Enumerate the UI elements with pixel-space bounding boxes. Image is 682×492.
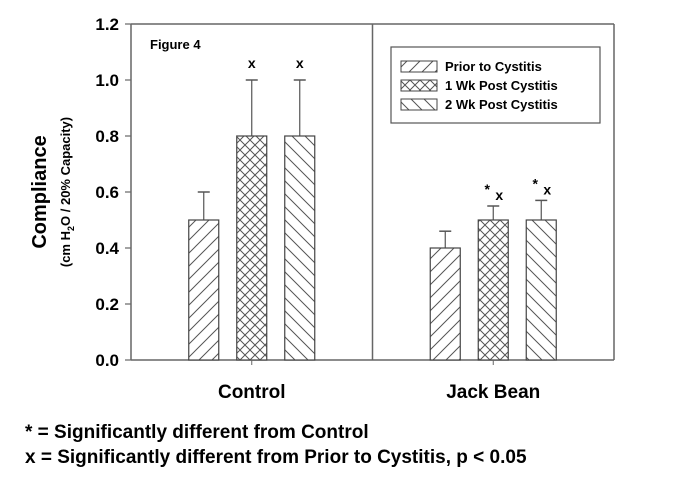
- footnote-asterisk: * = Significantly different from Control: [25, 422, 369, 443]
- y-tick-label: 0.4: [95, 239, 119, 258]
- y-axis-units: (cm H2O / 20% Capacity): [58, 117, 76, 267]
- footnote-x: x = Significantly different from Prior t…: [25, 447, 527, 468]
- chart-title: Figure 4: [150, 37, 201, 52]
- bar: [284, 135, 316, 361]
- legend-label: 2 Wk Post Cystitis: [445, 97, 558, 112]
- legend: Prior to Cystitis 1 Wk Post Cystitis 2 Wk …: [390, 46, 601, 124]
- y-tick-label: 1.2: [95, 15, 119, 34]
- bar: [236, 135, 268, 361]
- bar: [525, 219, 557, 361]
- significance-marker-x: x: [296, 55, 304, 71]
- bar: [429, 247, 461, 361]
- y-tick-label: 0.8: [95, 127, 119, 146]
- bars: x x* x* x: [188, 55, 557, 361]
- y-tick-label: 0.6: [95, 183, 119, 202]
- legend-swatch: [400, 60, 438, 73]
- bar: [477, 219, 509, 361]
- significance-marker-x: x: [248, 55, 256, 71]
- y-axis: 0.0 0.2 0.4 0.6 0.8 1.0 1.2: [95, 15, 131, 370]
- significance-marker-x: x: [543, 181, 551, 197]
- y-tick-label: 0.2: [95, 295, 119, 314]
- significance-marker-asterisk: *: [533, 175, 539, 191]
- y-axis-label: Compliance (cm H2O / 20% Capacity): [29, 117, 76, 267]
- significance-marker-x: x: [495, 187, 503, 203]
- x-category-label: Control: [218, 382, 286, 403]
- bar: [188, 219, 220, 361]
- x-axis: Control Jack Bean: [218, 360, 540, 403]
- significance-marker-asterisk: *: [485, 181, 491, 197]
- y-tick-label: 1.0: [95, 71, 119, 90]
- legend-label: Prior to Cystitis: [445, 59, 542, 74]
- legend-label: 1 Wk Post Cystitis: [445, 78, 558, 93]
- y-tick-label: 0.0: [95, 351, 119, 370]
- legend-swatch: [400, 79, 438, 92]
- x-category-label: Jack Bean: [446, 382, 540, 403]
- y-axis-title: Compliance: [29, 135, 51, 248]
- legend-swatch: [400, 98, 438, 111]
